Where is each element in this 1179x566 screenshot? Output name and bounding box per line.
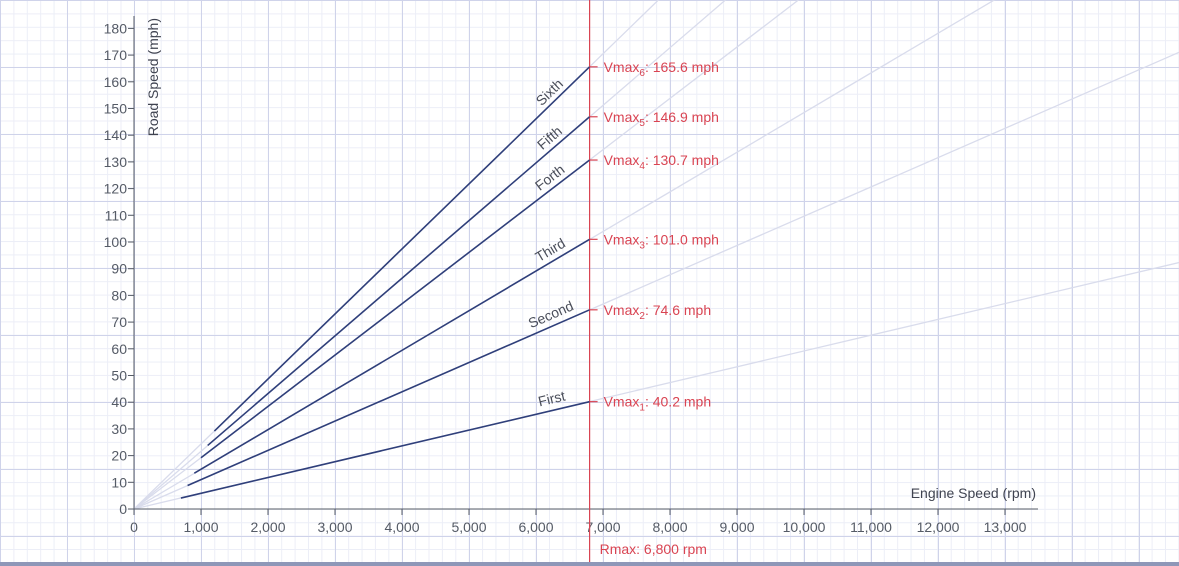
vmax-value: : 165.6 mph (645, 59, 719, 75)
gear-line-first (180, 400, 590, 499)
gear-extension-line (133, 0, 800, 510)
y-tick-label: 110 (105, 207, 128, 223)
chart-axes: 0 1,000 2,000 3,000 4,000 5,000 6,000 7,000 8,00… (104, 16, 1038, 535)
vmax-subscript: 1 (639, 403, 645, 414)
y-tick-label: 140 (104, 127, 128, 143)
y-tick-label: 160 (104, 74, 128, 90)
gear-line-forth (200, 159, 591, 459)
vmax-value: : 74.6 mph (645, 302, 711, 318)
rmax-label: Rmax: 6,800 rpm (600, 541, 707, 557)
y-tick-label: 120 (104, 181, 128, 197)
y-tick-label: 30 (111, 421, 127, 437)
vmax-value: : 40.2 mph (645, 394, 711, 410)
gear-label-forth: Forth (532, 161, 568, 194)
gear-extension-line (133, 0, 660, 510)
x-tick-label: 5,000 (451, 519, 486, 535)
y-tick-label: 0 (119, 501, 127, 517)
y-tick-label: 70 (111, 314, 127, 330)
gear-line-second (187, 309, 590, 487)
vmax-value: : 101.0 mph (645, 231, 719, 247)
x-tick-label: 8,000 (652, 519, 687, 535)
x-tick-label: 0 (130, 519, 138, 535)
y-tick-label: 130 (104, 154, 128, 170)
vmax-prefix: Vmax (604, 109, 640, 125)
vmax-value: : 146.9 mph (645, 109, 719, 125)
y-tick-label: 60 (111, 341, 127, 357)
x-tick-label: 11,000 (850, 519, 892, 535)
y-tick-label: 100 (104, 234, 128, 250)
vmax-label-6: Vmax6: 165.6 mph (604, 59, 719, 79)
gear-label-sixth: Sixth (533, 75, 566, 108)
y-tick-label: 150 (104, 101, 128, 117)
gear-line-sixth (213, 66, 591, 432)
gear-extension-lines (133, 0, 1179, 510)
x-tick-label: 12,000 (917, 519, 960, 535)
gear-lines (180, 66, 591, 499)
x-tick-label: 2,000 (250, 519, 285, 535)
gear-label-first: First (537, 388, 567, 410)
x-tick-label: 9,000 (719, 519, 754, 535)
gear-line-fifth (207, 116, 591, 447)
x-tick-label: 4,000 (384, 519, 419, 535)
y-tick-label: 90 (111, 261, 127, 277)
y-tick-label: 20 (111, 448, 127, 464)
vmax-label-2: Vmax2: 74.6 mph (604, 302, 712, 322)
bottom-divider (0, 562, 1179, 566)
vmax-subscript: 2 (639, 311, 645, 322)
vmax-subscript: 3 (639, 240, 645, 251)
x-axis-ticks: 0 1,000 2,000 3,000 4,000 5,000 6,000 7,000 8,00… (130, 509, 1027, 535)
x-tick-label: 6,000 (518, 519, 553, 535)
gear-extension-line (133, 0, 727, 510)
vmax-prefix: Vmax (604, 59, 640, 75)
y-tick-label: 170 (104, 47, 128, 63)
y-tick-label: 180 (104, 20, 128, 36)
vmax-label-1: Vmax1: 40.2 mph (604, 394, 712, 414)
vmax-prefix: Vmax (604, 152, 640, 168)
y-tick-label: 80 (111, 287, 127, 303)
vmax-subscript: 4 (639, 161, 645, 172)
x-tick-label: 13,000 (984, 519, 1027, 535)
y-tick-label: 40 (111, 394, 127, 410)
gear-label-third: Third (532, 235, 568, 265)
gear-extension-line (133, 51, 1179, 510)
vmax-prefix: Vmax (604, 302, 640, 318)
gear-extension-line (133, 0, 996, 510)
x-tick-label: 1,000 (183, 519, 218, 535)
y-axis-ticks: 0 10 20 30 40 50 60 70 80 90 100 110 120 130 140 150 160… (104, 20, 134, 517)
x-tick-label: 3,000 (317, 519, 352, 535)
vmax-label-3: Vmax3: 101.0 mph (604, 231, 719, 251)
vmax-prefix: Vmax (604, 394, 640, 410)
vmax-label-4: Vmax4: 130.7 mph (604, 152, 719, 172)
vmax-subscript: 5 (639, 118, 645, 129)
x-axis-title: Engine Speed (rpm) (911, 485, 1036, 501)
vmax-prefix: Vmax (604, 231, 640, 247)
vmax-value: : 130.7 mph (645, 152, 719, 168)
vmax-subscript: 6 (639, 68, 645, 79)
y-tick-label: 50 (111, 368, 127, 384)
gear-line-third (193, 238, 591, 474)
y-tick-label: 10 (111, 474, 127, 490)
y-axis-title: Road Speed (mph) (145, 18, 161, 136)
vmax-label-5: Vmax5: 146.9 mph (604, 109, 719, 129)
gear-label-fifth: Fifth (534, 123, 565, 153)
x-tick-label: 7,000 (585, 519, 620, 535)
x-tick-label: 10,000 (783, 519, 826, 535)
